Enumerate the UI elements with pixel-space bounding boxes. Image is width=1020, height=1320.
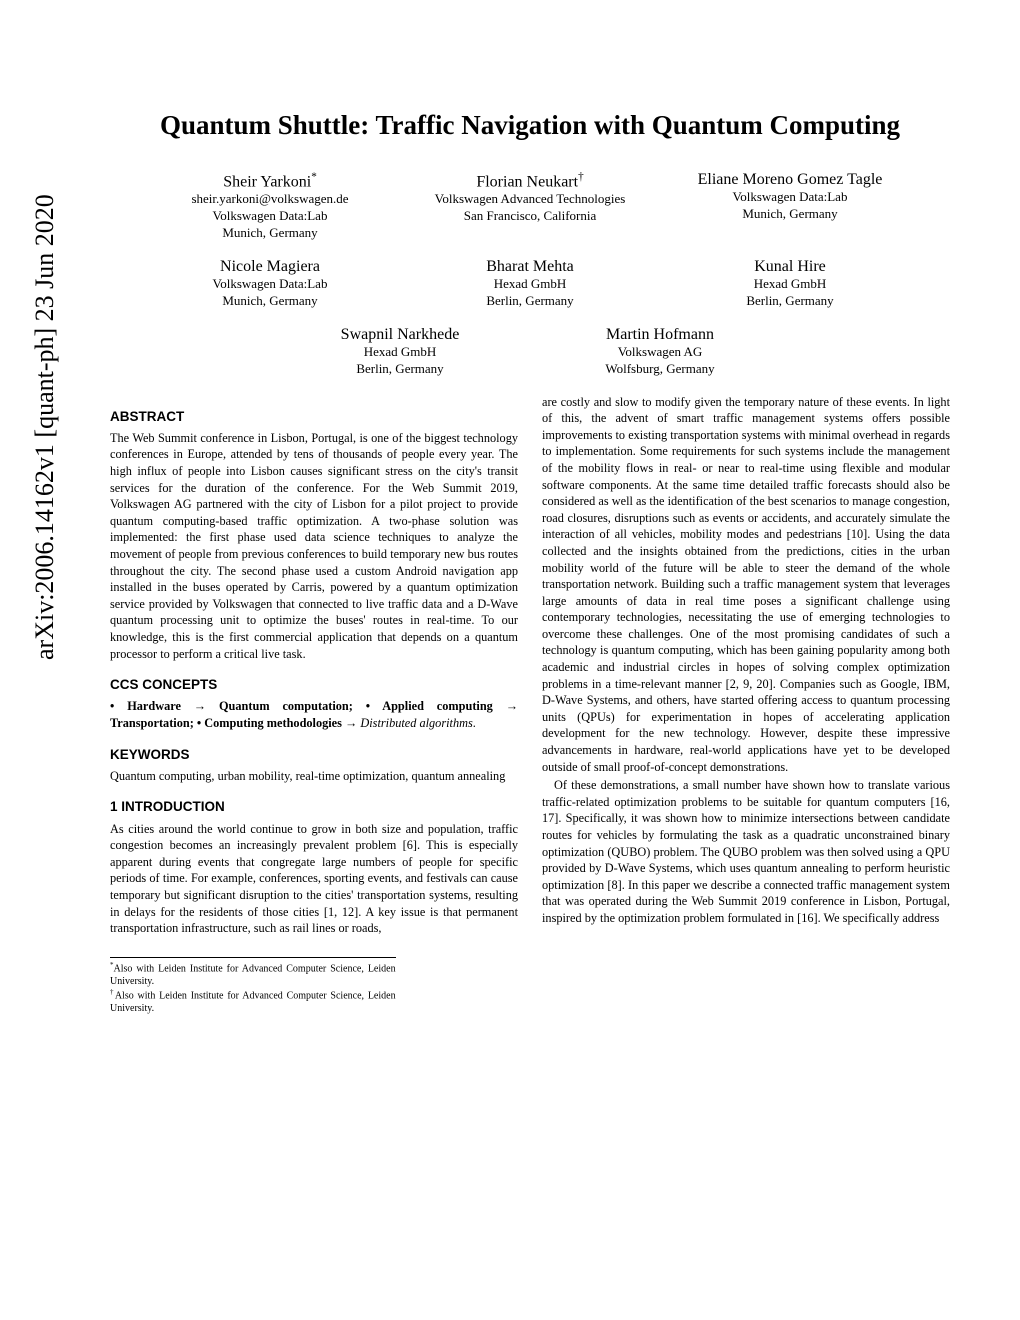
author-affiliation: Volkswagen Data:Lab: [170, 208, 370, 225]
author-affiliation: Volkswagen Advanced Technologies: [430, 191, 630, 208]
authors-block: Sheir Yarkoni*sheir.yarkoni@volkswagen.d…: [110, 171, 950, 378]
ccs-end: .: [473, 716, 476, 730]
ccs-italic-part: Distributed algorithms: [360, 716, 472, 730]
author-block: Swapnil NarkhedeHexad GmbHBerlin, German…: [300, 326, 500, 378]
keywords-text: Quantum computing, urban mobility, real-…: [110, 768, 518, 785]
footnote-1: *Also with Leiden Institute for Advanced…: [110, 961, 396, 988]
author-row: Nicole MagieraVolkswagen Data:LabMunich,…: [110, 258, 950, 310]
author-affiliation: Munich, Germany: [170, 293, 370, 310]
author-name: Florian Neukart†: [430, 171, 630, 191]
footnotes: *Also with Leiden Institute for Advanced…: [110, 957, 396, 1016]
author-affiliation: Volkswagen AG: [560, 344, 760, 361]
author-affiliation: Hexad GmbH: [430, 276, 630, 293]
author-name: Kunal Hire: [690, 258, 890, 276]
intro-heading: 1 INTRODUCTION: [110, 798, 518, 816]
author-affiliation: Munich, Germany: [170, 225, 370, 242]
page-content: Quantum Shuttle: Traffic Navigation with…: [0, 0, 1020, 1055]
abstract-heading: ABSTRACT: [110, 408, 518, 426]
right-column: are costly and slow to modify given the …: [542, 394, 950, 1016]
author-affiliation: Volkswagen Data:Lab: [690, 189, 890, 206]
intro-p1: As cities around the world continue to g…: [110, 821, 518, 937]
author-block: Sheir Yarkoni*sheir.yarkoni@volkswagen.d…: [170, 171, 370, 242]
author-name: Nicole Magiera: [170, 258, 370, 276]
author-affiliation: Munich, Germany: [690, 206, 890, 223]
author-affiliation: Wolfsburg, Germany: [560, 361, 760, 378]
col2-p2: Of these demonstrations, a small number …: [542, 777, 950, 926]
left-column: ABSTRACT The Web Summit conference in Li…: [110, 394, 518, 1016]
author-block: Martin HofmannVolkswagen AGWolfsburg, Ge…: [560, 326, 760, 378]
author-affiliation: Berlin, Germany: [300, 361, 500, 378]
author-row: Sheir Yarkoni*sheir.yarkoni@volkswagen.d…: [110, 171, 950, 242]
author-name: Eliane Moreno Gomez Tagle: [690, 171, 890, 189]
author-block: Nicole MagieraVolkswagen Data:LabMunich,…: [170, 258, 370, 310]
author-block: Eliane Moreno Gomez TagleVolkswagen Data…: [690, 171, 890, 242]
author-row: Swapnil NarkhedeHexad GmbHBerlin, German…: [110, 326, 950, 378]
col2-p1: are costly and slow to modify given the …: [542, 394, 950, 776]
author-affiliation: Hexad GmbH: [300, 344, 500, 361]
ccs-heading: CCS CONCEPTS: [110, 676, 518, 694]
abstract-text: The Web Summit conference in Lisbon, Por…: [110, 430, 518, 662]
author-name: Swapnil Narkhede: [300, 326, 500, 344]
author-affiliation: Volkswagen Data:Lab: [170, 276, 370, 293]
author-affiliation: San Francisco, California: [430, 208, 630, 225]
author-block: Kunal HireHexad GmbHBerlin, Germany: [690, 258, 890, 310]
keywords-heading: KEYWORDS: [110, 746, 518, 764]
author-block: Florian Neukart†Volkswagen Advanced Tech…: [430, 171, 630, 242]
author-name: Bharat Mehta: [430, 258, 630, 276]
author-name: Martin Hofmann: [560, 326, 760, 344]
paper-title: Quantum Shuttle: Traffic Navigation with…: [110, 110, 950, 141]
body-columns: ABSTRACT The Web Summit conference in Li…: [110, 394, 950, 1016]
author-affiliation: Hexad GmbH: [690, 276, 890, 293]
author-block: Bharat MehtaHexad GmbHBerlin, Germany: [430, 258, 630, 310]
ccs-text: • Hardware → Quantum computation; • Appl…: [110, 698, 518, 731]
footnote-2: †Also with Leiden Institute for Advanced…: [110, 988, 396, 1015]
author-affiliation: Berlin, Germany: [690, 293, 890, 310]
author-name: Sheir Yarkoni*: [170, 171, 370, 191]
author-affiliation: sheir.yarkoni@volkswagen.de: [170, 191, 370, 208]
author-affiliation: Berlin, Germany: [430, 293, 630, 310]
